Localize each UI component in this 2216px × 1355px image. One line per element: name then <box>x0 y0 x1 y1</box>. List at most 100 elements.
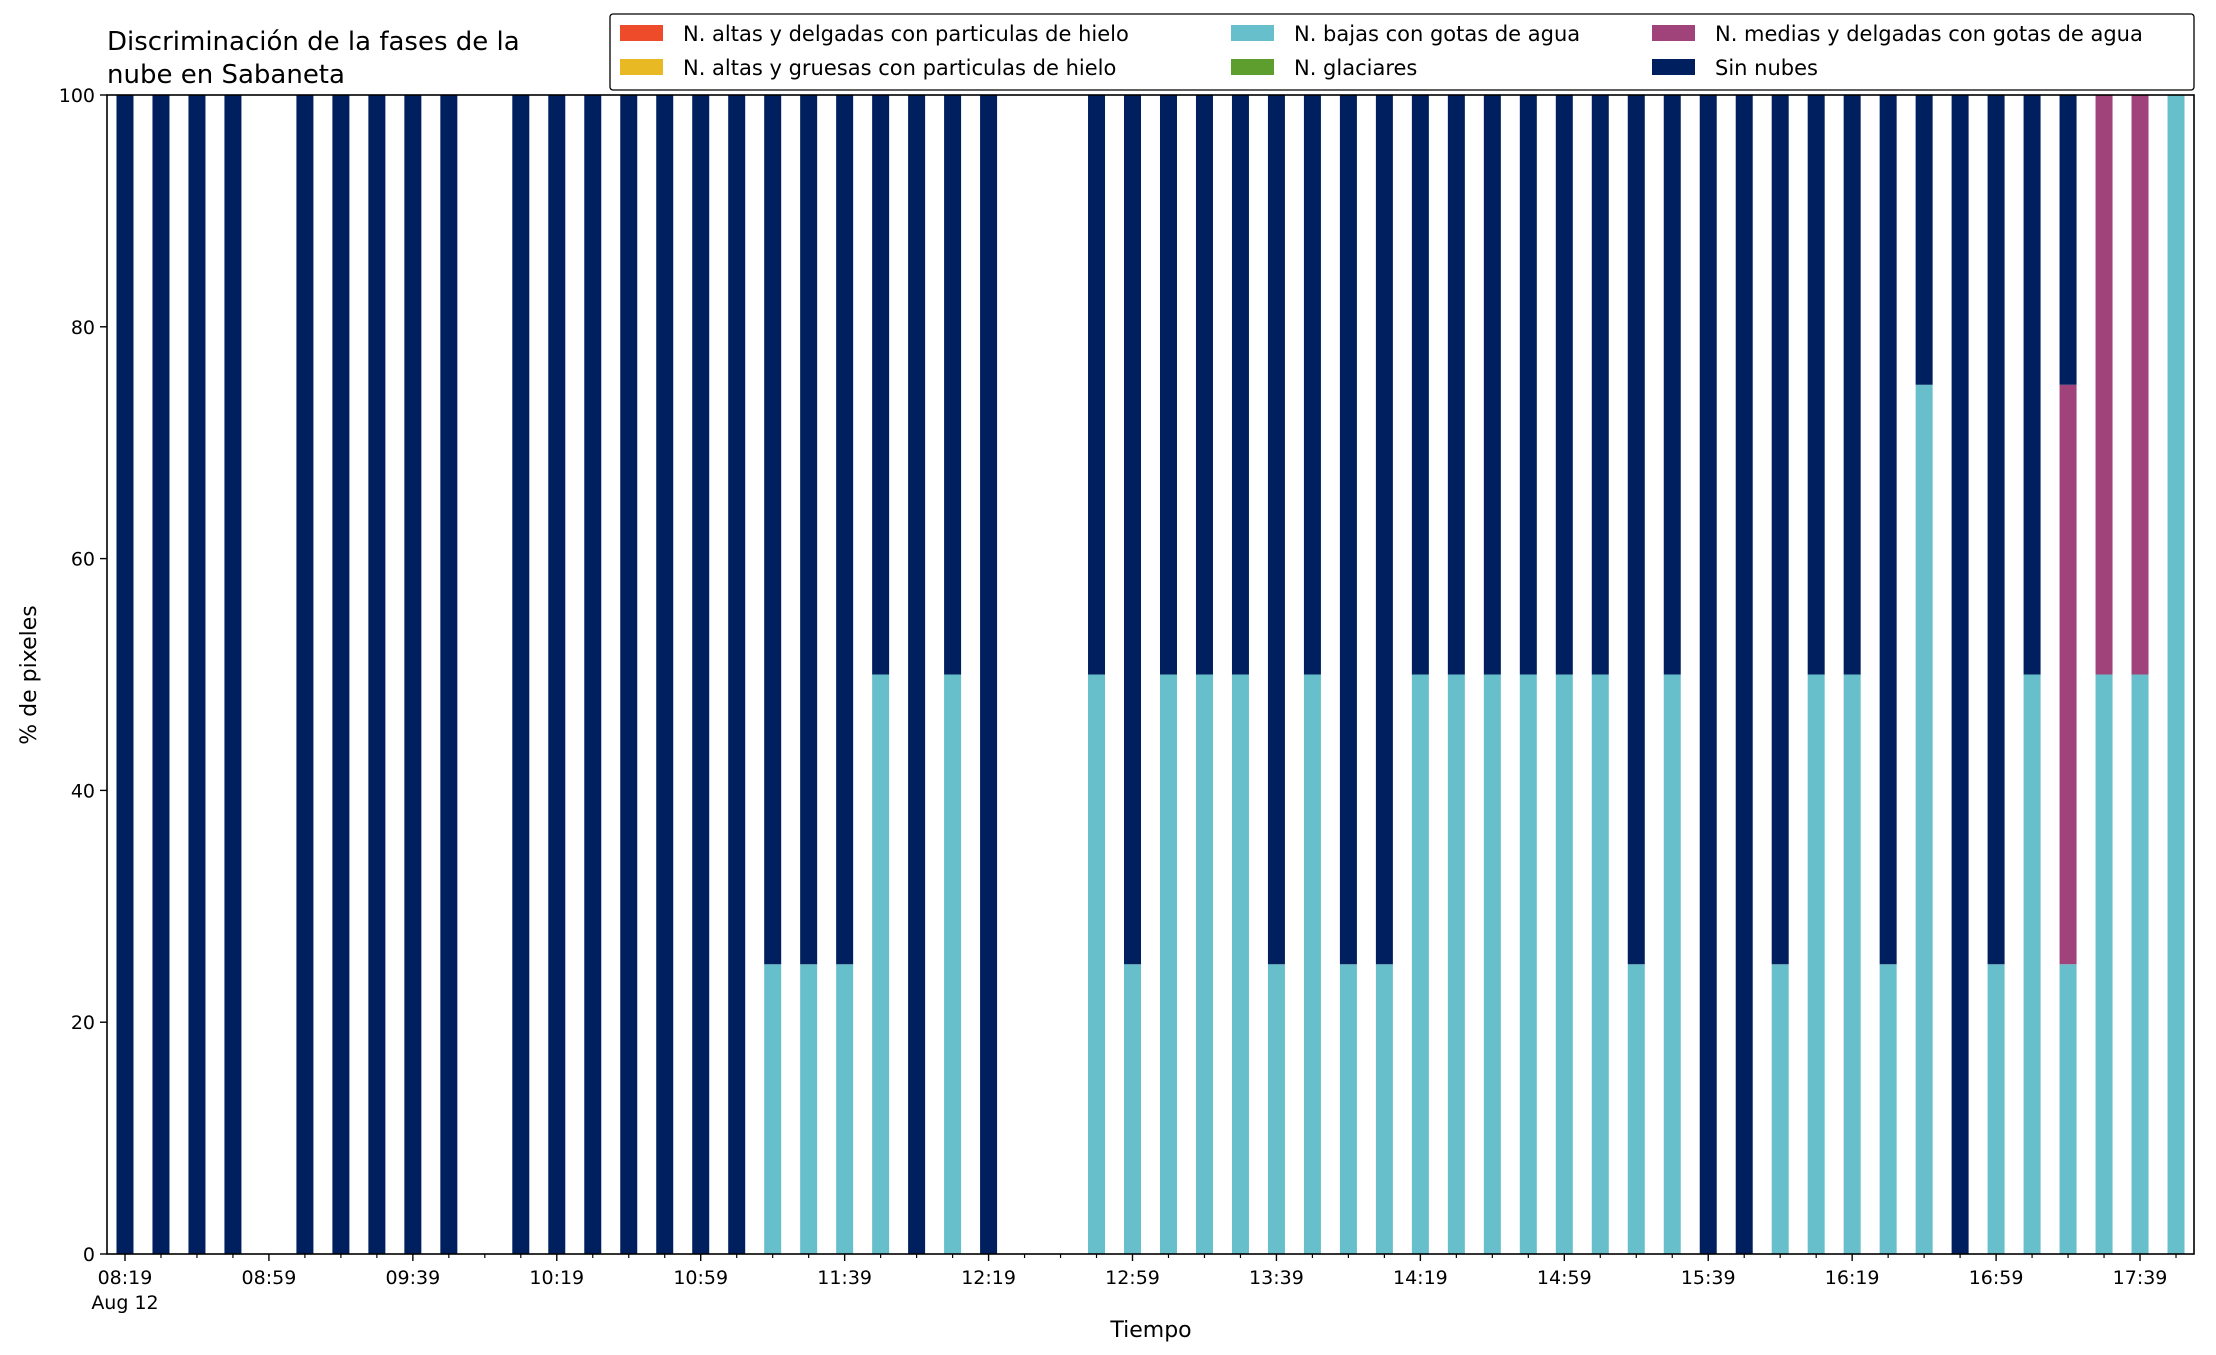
x-tick-label: 16:19 <box>1825 1267 1880 1289</box>
bar-bajas-1609 <box>1807 674 1825 1254</box>
bar-bajas-1259 <box>1124 964 1142 1254</box>
x-tick-label: 11:39 <box>817 1267 872 1289</box>
bar-bajas-1119 <box>764 964 782 1254</box>
legend-label-medias: N. medias y delgadas con gotas de agua <box>1715 22 2143 46</box>
bar-sin-1539 <box>1699 95 1717 1254</box>
legend-swatch-medias <box>1652 25 1695 41</box>
legend-label-glaciares: N. glaciares <box>1294 56 1417 80</box>
x-tick-label: 08:19 <box>98 1267 153 1289</box>
legend-label-bajas: N. bajas con gotas de agua <box>1294 22 1580 46</box>
bar-sin-1009 <box>512 95 530 1254</box>
bar-bajas-1419 <box>1411 674 1429 1254</box>
x-tick-label: 08:59 <box>242 1267 297 1289</box>
y-tick-label: 40 <box>71 780 95 802</box>
bar-sin-1639 <box>1915 95 1933 385</box>
bar-bajas-1429 <box>1447 674 1465 1254</box>
x-tick-label: 14:19 <box>1393 1267 1448 1289</box>
x-tick-label: 10:59 <box>673 1267 728 1289</box>
bar-bajas-1639 <box>1915 384 1933 1254</box>
y-tick-label: 60 <box>71 549 95 571</box>
bar-bajas-1329 <box>1231 674 1249 1254</box>
bar-bajas-1719 <box>2059 964 2077 1254</box>
legend-swatch-bajas <box>1231 25 1274 41</box>
bar-sin-1529 <box>1663 95 1681 675</box>
bar-bajas-1439 <box>1483 674 1501 1254</box>
bar-sin-1309 <box>1159 95 1177 675</box>
bar-sin-1029 <box>584 95 602 1254</box>
bar-sin-1459 <box>1555 95 1573 675</box>
bar-bajas-1619 <box>1843 674 1861 1254</box>
y-tick-label: 80 <box>71 317 95 339</box>
legend-label-alt_delg: N. altas y delgadas con particulas de hi… <box>683 22 1129 46</box>
x-tick-label: 10:19 <box>529 1267 584 1289</box>
bar-sin-0849 <box>224 95 242 1254</box>
bar-sin-1319 <box>1195 95 1213 675</box>
bar-sin-1719 <box>2059 95 2077 385</box>
bar-medias-1729 <box>2095 95 2113 675</box>
legend-swatch-sin <box>1652 59 1695 75</box>
y-tick-label: 100 <box>59 85 95 107</box>
bar-sin-1519 <box>1627 95 1645 965</box>
bar-bajas-1449 <box>1519 674 1537 1254</box>
bar-sin-1619 <box>1843 95 1861 675</box>
bar-sin-1429 <box>1447 95 1465 675</box>
x-tick-label: 14:59 <box>1537 1267 1592 1289</box>
legend-frame <box>609 13 2195 91</box>
bar-bajas-1339 <box>1267 964 1285 1254</box>
bar-sin-1509 <box>1591 95 1609 675</box>
bar-bajas-1359 <box>1339 964 1357 1254</box>
bar-sin-1409 <box>1375 95 1393 965</box>
legend-swatch-glaciares <box>1231 59 1274 75</box>
bar-sin-1629 <box>1879 95 1897 965</box>
bar-stacks <box>116 95 2185 1254</box>
bar-sin-1609 <box>1807 95 1825 675</box>
bar-sin-0839 <box>188 95 206 1254</box>
bar-sin-0829 <box>152 95 170 1254</box>
bar-bajas-1709 <box>2023 674 2041 1254</box>
legend: N. altas y delgadas con particulas de hi… <box>609 13 2195 91</box>
bar-bajas-1559 <box>1771 964 1789 1254</box>
legend-swatch-alt_delg <box>620 25 663 41</box>
bar-medias-1719 <box>2059 384 2077 965</box>
bar-sin-0949 <box>440 95 458 1254</box>
bar-bajas-1149 <box>872 674 890 1254</box>
bar-sin-1059 <box>692 95 710 1254</box>
chart-title-line-2: nube en Sabaneta <box>107 60 345 90</box>
bar-bajas-1129 <box>800 964 818 1254</box>
bar-sin-1049 <box>656 95 674 1254</box>
bar-sin-1359 <box>1339 95 1357 965</box>
bar-bajas-1659 <box>1987 964 2005 1254</box>
bar-sin-1419 <box>1411 95 1429 675</box>
bar-bajas-1309 <box>1159 674 1177 1254</box>
y-tick-label: 20 <box>71 1012 95 1034</box>
bar-sin-0909 <box>296 95 314 1254</box>
bar-sin-1659 <box>1987 95 2005 965</box>
chart-title: Discriminación de la fases de la nube en… <box>107 27 520 90</box>
bar-bajas-1729 <box>2095 674 2113 1254</box>
bar-sin-1649 <box>1951 95 1969 1254</box>
x-tick-label: 09:39 <box>385 1267 440 1289</box>
bar-sin-1709 <box>2023 95 2041 675</box>
bar-bajas-1409 <box>1375 964 1393 1254</box>
bar-sin-0939 <box>404 95 422 1254</box>
bar-sin-1159 <box>908 95 926 1254</box>
x-tick-label: 16:59 <box>1969 1267 2024 1289</box>
bar-sin-1339 <box>1267 95 1285 965</box>
bar-bajas-1629 <box>1879 964 1897 1254</box>
bar-sin-0919 <box>332 95 350 1254</box>
bar-bajas-1519 <box>1627 964 1645 1254</box>
bar-sin-1549 <box>1735 95 1753 1254</box>
chart-title-line-1: Discriminación de la fases de la <box>107 27 520 57</box>
legend-label-sin: Sin nubes <box>1715 56 1818 80</box>
legend-swatch-alt_grue <box>620 59 663 75</box>
x-tick-sublabel: Aug 12 <box>91 1292 158 1314</box>
bar-sin-1449 <box>1519 95 1537 675</box>
legend-label-alt_grue: N. altas y gruesas con particulas de hie… <box>683 56 1116 80</box>
bar-sin-1019 <box>548 95 566 1254</box>
bar-sin-1559 <box>1771 95 1789 965</box>
x-tick-label: 13:39 <box>1249 1267 1304 1289</box>
bar-bajas-1749 <box>2167 95 2185 1254</box>
bar-bajas-1349 <box>1303 674 1321 1254</box>
y-axis: 0 20 40 60 80 100 <box>59 85 107 1266</box>
